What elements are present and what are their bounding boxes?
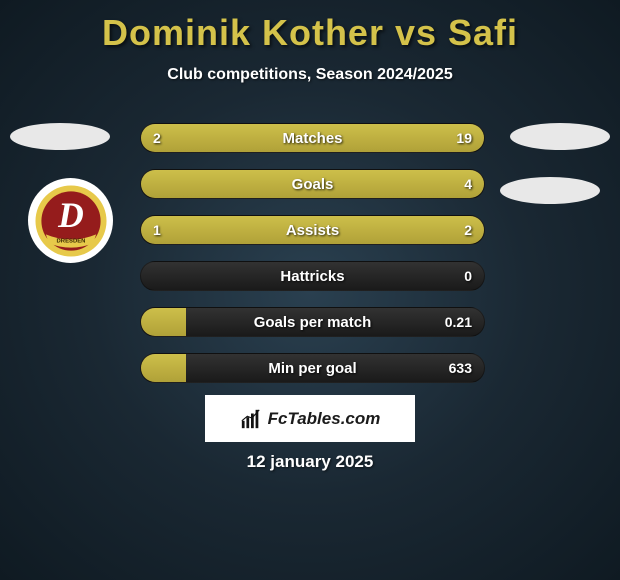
stat-row: 4Goals: [140, 169, 485, 199]
stats-bars-container: 219Matches 4Goals 12Assists 0Hattricks 0.21G…: [140, 123, 485, 399]
page-title: Dominik Kother vs Safi: [0, 0, 620, 54]
source-attribution: FcTables.com: [205, 395, 415, 442]
svg-text:DRESDEN: DRESDEN: [56, 238, 85, 244]
player2-club-badge-placeholder: [500, 177, 600, 204]
stat-row: 219Matches: [140, 123, 485, 153]
stat-label: Hattricks: [141, 262, 484, 290]
player1-club-badge: D DRESDEN: [28, 178, 113, 263]
stat-row: 633Min per goal: [140, 353, 485, 383]
snapshot-date: 12 january 2025: [0, 452, 620, 472]
dynamo-dresden-icon: D DRESDEN: [34, 184, 108, 258]
stat-label: Assists: [141, 216, 484, 244]
fctables-logo-icon: [240, 408, 262, 430]
page-subtitle: Club competitions, Season 2024/2025: [0, 66, 620, 84]
stat-label: Goals: [141, 170, 484, 198]
source-attribution-text: FcTables.com: [268, 409, 381, 429]
player2-avatar-placeholder: [510, 123, 610, 150]
stat-row: 0Hattricks: [140, 261, 485, 291]
stat-row: 0.21Goals per match: [140, 307, 485, 337]
stat-row: 12Assists: [140, 215, 485, 245]
stat-label: Min per goal: [141, 354, 484, 382]
svg-text:D: D: [57, 194, 84, 234]
stat-label: Matches: [141, 124, 484, 152]
stat-label: Goals per match: [141, 308, 484, 336]
player1-avatar-placeholder: [10, 123, 110, 150]
